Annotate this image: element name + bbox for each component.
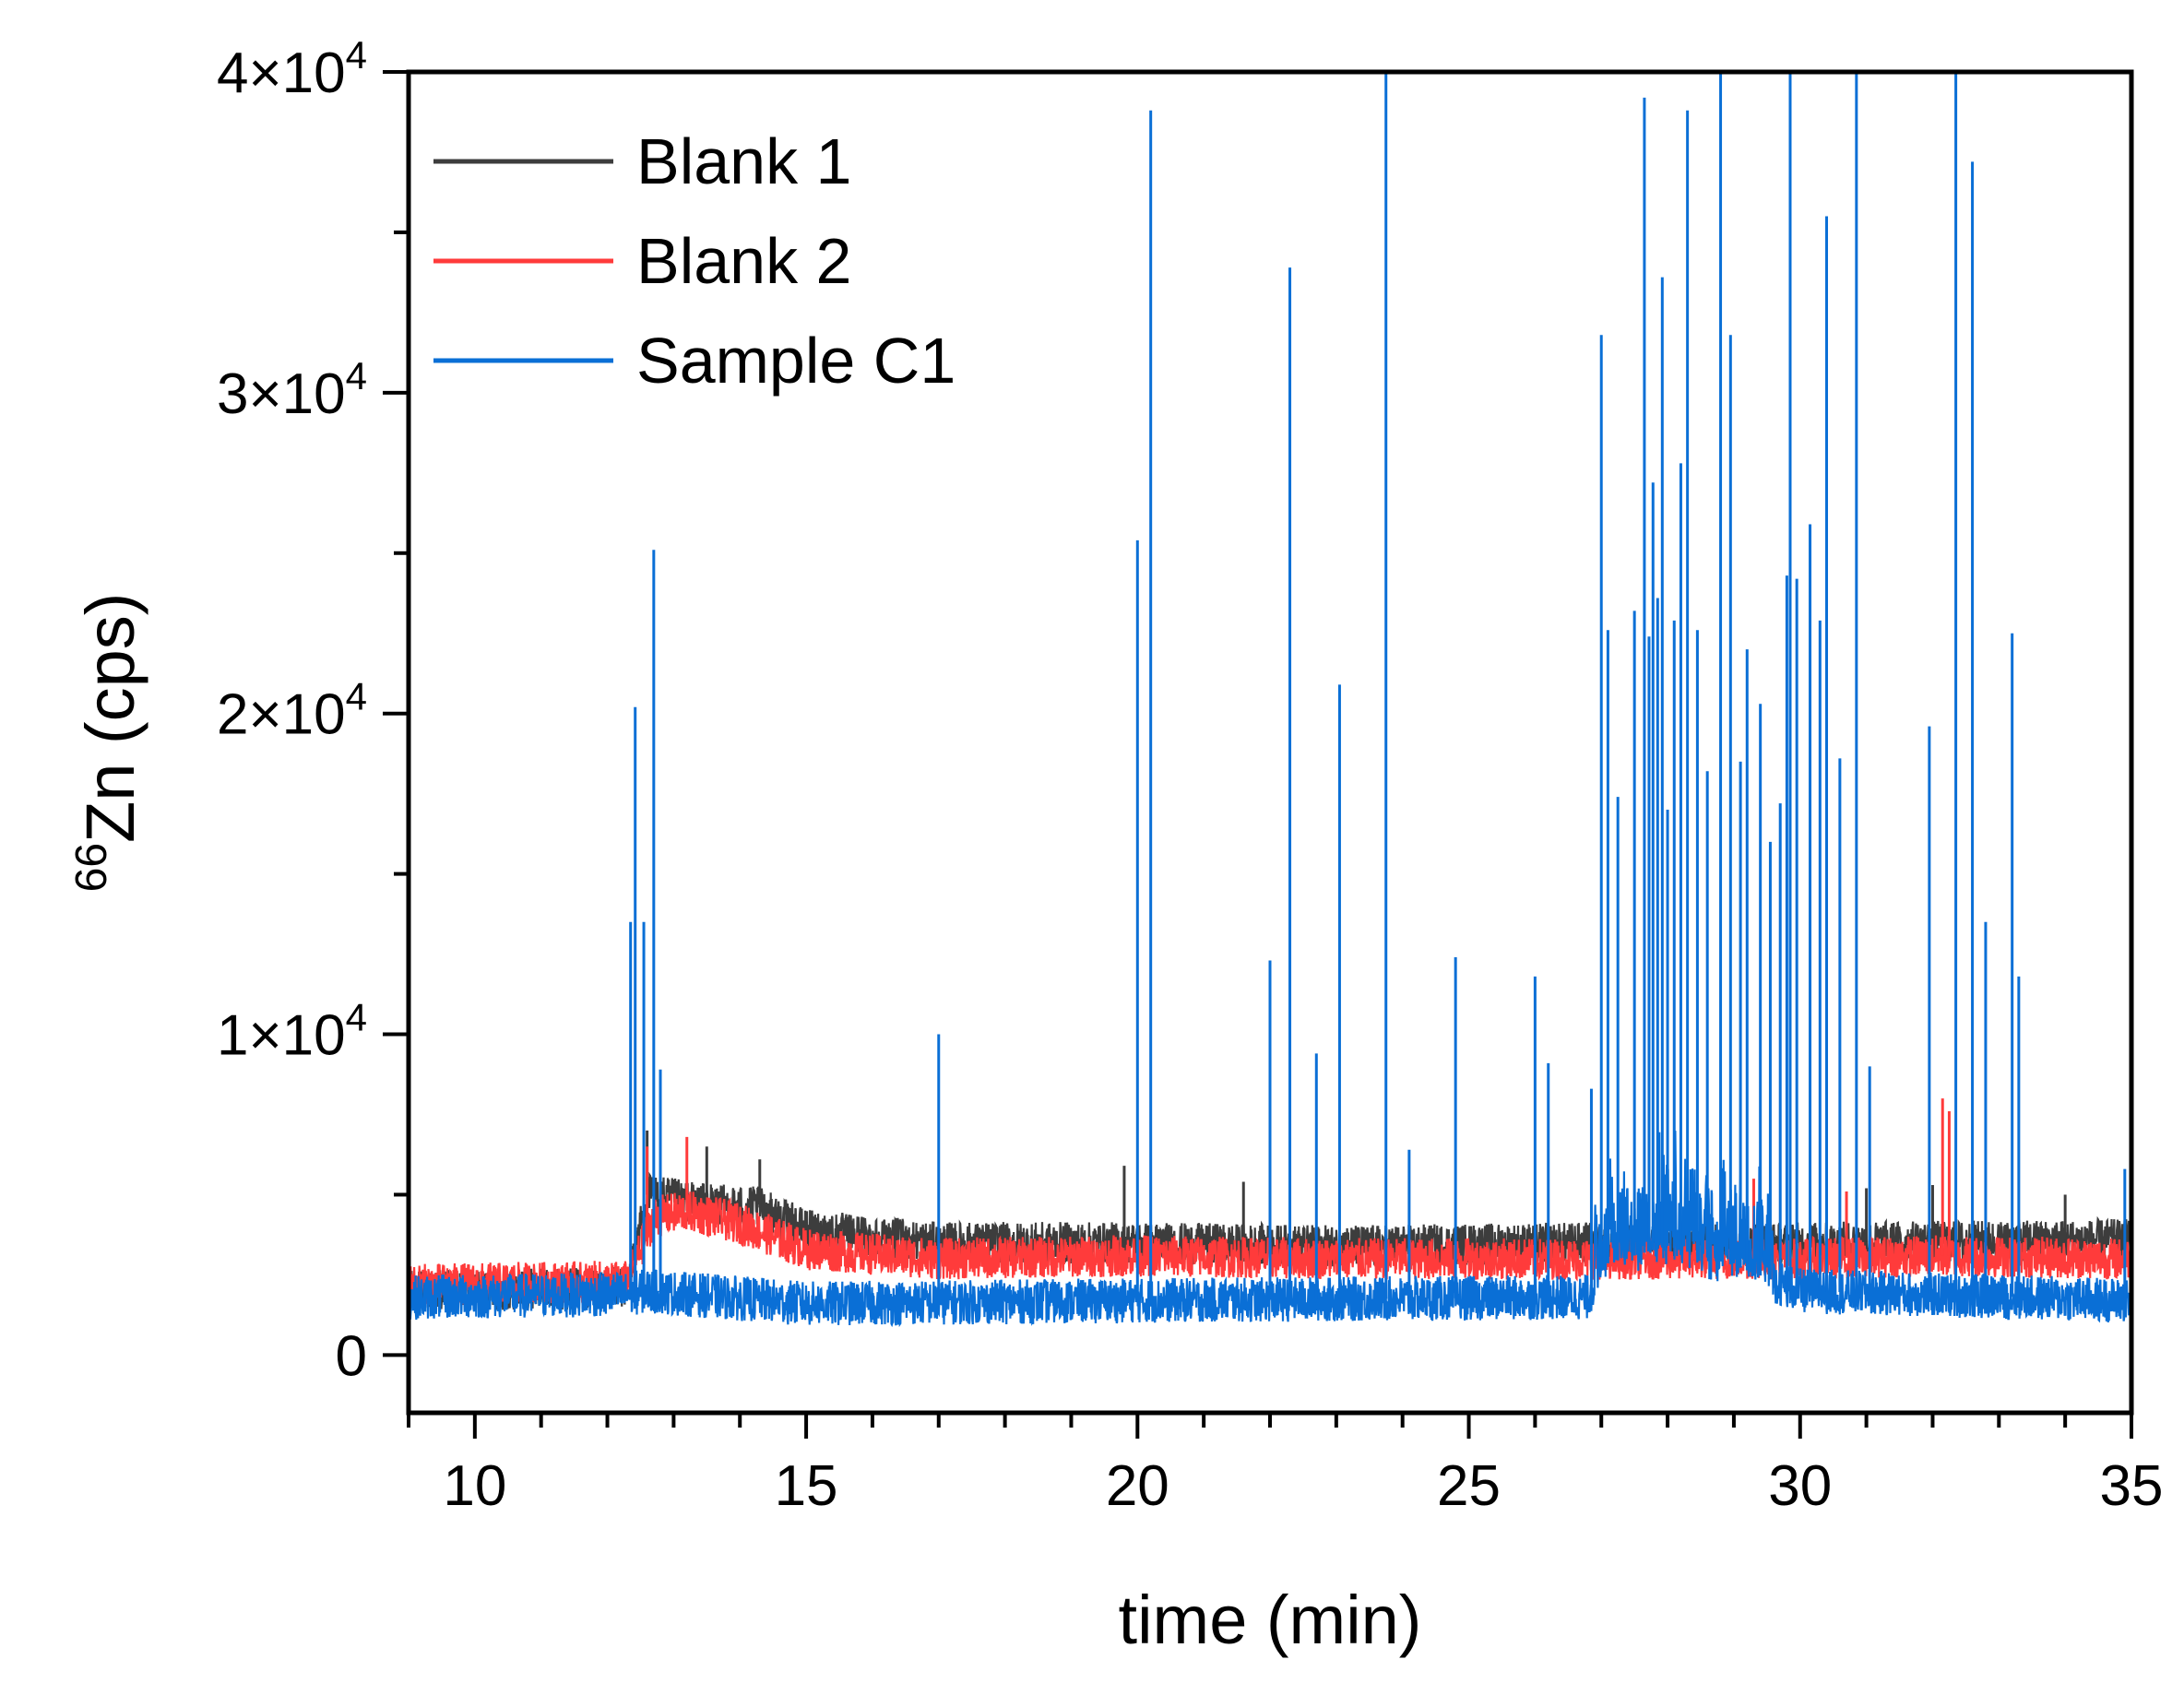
- legend-label: Sample C1: [636, 325, 956, 397]
- y-tick-label: 2×104: [217, 675, 367, 747]
- x-tick-label: 10: [443, 1454, 506, 1518]
- x-tick-label: 15: [775, 1454, 838, 1518]
- svg-text:66Zn (cps): 66Zn (cps): [67, 593, 148, 893]
- legend-label: Blank 2: [636, 225, 851, 297]
- y-tick-label: 0: [336, 1324, 367, 1388]
- y-axis-title-isotope: 66: [67, 843, 116, 892]
- x-tick-label: 30: [1768, 1454, 1832, 1518]
- y-axis-title: 66Zn (cps): [67, 593, 148, 893]
- y-tick-label: 1×104: [217, 996, 367, 1068]
- x-tick-label: 35: [2100, 1454, 2164, 1518]
- series-sample-c1: [409, 72, 2131, 1328]
- x-axis-title: time (min): [1119, 1582, 1422, 1658]
- y-axis-title-main: Zn (cps): [72, 593, 148, 843]
- legend: Blank 1 Blank 2 Sample C1: [433, 125, 956, 397]
- x-tick-label: 20: [1106, 1454, 1169, 1518]
- y-tick-label: 3×104: [217, 354, 367, 426]
- series-layer: [409, 72, 2131, 1328]
- y-axis-ticks: 0 1×104 2×104 3×104 4×104: [217, 33, 409, 1388]
- x-axis-ticks: 10 15 20 25 30 35: [407, 1413, 2164, 1518]
- y-tick-label: 4×104: [217, 33, 367, 105]
- x-tick-label: 25: [1437, 1454, 1501, 1518]
- legend-label: Blank 1: [636, 125, 851, 197]
